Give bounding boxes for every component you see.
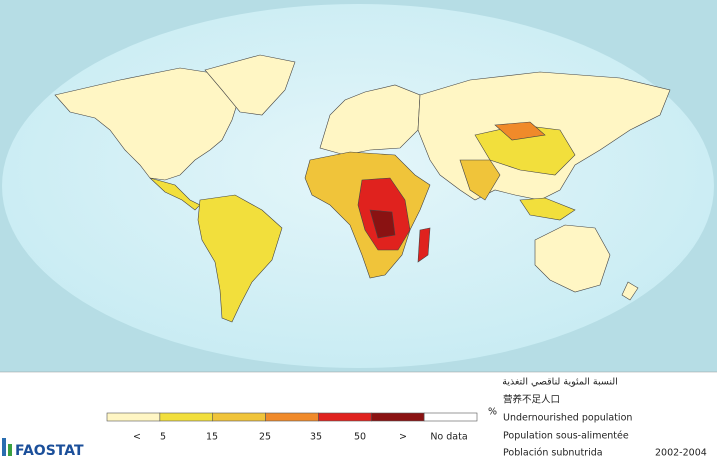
legend-swatch <box>423 412 478 422</box>
legend-label: < <box>133 432 141 443</box>
continents <box>54 54 671 323</box>
greenland <box>204 54 296 116</box>
logo-text: FAOSTAT <box>15 443 84 459</box>
legend-swatch <box>265 412 319 422</box>
legend-label: 15 <box>206 432 218 443</box>
legend-label: 50 <box>354 432 366 443</box>
legend-label: 5 <box>160 432 166 443</box>
legend-title-fr: Population sous-alimentée <box>503 431 629 442</box>
legend-title-ar: النسبة المئوية لناقصي التغذية <box>502 377 618 388</box>
legend: النسبة المئوية لناقصي التغذية 营养不足人口 % U… <box>106 377 707 459</box>
mongolia <box>494 121 546 141</box>
logo-bar <box>8 444 12 456</box>
south-america <box>197 194 283 323</box>
legend-title-en: Undernourished population <box>503 413 632 424</box>
logo-bar <box>2 438 6 456</box>
australia <box>534 224 611 293</box>
legend-unit: % <box>488 407 497 418</box>
new-zealand <box>621 281 639 301</box>
congo <box>369 209 396 239</box>
legend-label: > <box>399 432 407 443</box>
legend-label: 35 <box>310 432 322 443</box>
legend-label: 25 <box>259 432 271 443</box>
central-america <box>149 177 201 211</box>
madagascar <box>417 227 431 263</box>
legend-title-es: Población subnutrida <box>503 448 603 459</box>
legend-swatch <box>370 412 425 422</box>
legend-swatch <box>159 412 214 422</box>
logo: FAOSTAT <box>2 438 84 459</box>
indonesia <box>519 197 576 221</box>
legend-label: No data <box>430 432 467 443</box>
legend-swatch <box>318 412 372 422</box>
india <box>459 159 501 201</box>
legend-period: 2002-2004 <box>655 448 707 459</box>
legend-title-zh: 营养不足人口 <box>503 394 560 406</box>
legend-swatch <box>106 412 161 422</box>
legend-swatch <box>212 412 266 422</box>
